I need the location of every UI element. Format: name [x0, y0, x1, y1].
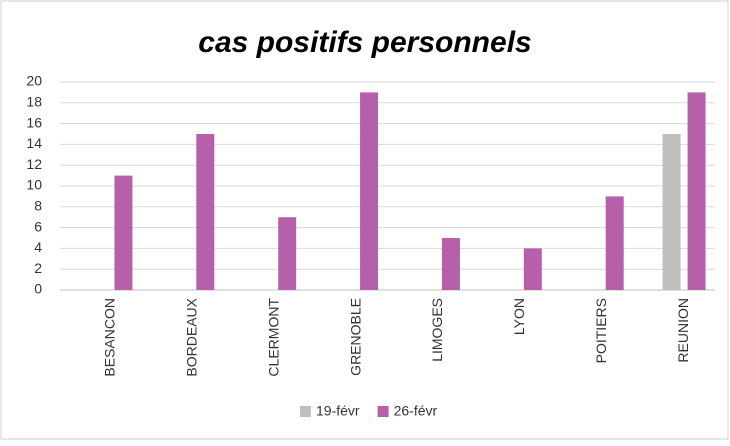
y-tick-label: 12 — [26, 156, 42, 172]
bar — [662, 134, 681, 290]
bar — [441, 238, 460, 290]
legend-swatch — [377, 406, 389, 417]
x-tick-label: REUNION — [675, 298, 691, 363]
bar — [523, 248, 542, 290]
x-tick-label: BORDEAUX — [184, 297, 200, 376]
bar — [360, 92, 379, 291]
legend-label: 26-févr — [394, 403, 438, 419]
y-tick-label: 20 — [26, 73, 42, 89]
legend-swatch — [300, 406, 311, 417]
x-tick-label: POITIERS — [593, 298, 609, 363]
bar — [278, 217, 297, 290]
y-tick-label: 6 — [34, 218, 42, 234]
y-tick-label: 16 — [26, 114, 42, 130]
y-tick-label: 14 — [26, 135, 42, 151]
x-tick-label: LYON — [511, 298, 527, 335]
legend-label: 19-févr — [316, 403, 360, 419]
y-tick-label: 8 — [34, 198, 42, 214]
x-tick-label: GRENOBLE — [347, 298, 363, 376]
y-tick-label: 10 — [26, 177, 42, 193]
x-tick-label: BESANCON — [102, 298, 118, 377]
bar — [687, 92, 706, 291]
y-tick-label: 18 — [26, 94, 42, 110]
bar — [196, 134, 215, 290]
x-tick-label: LIMOGES — [429, 298, 445, 362]
chart-title: cas positifs personnels — [198, 26, 531, 59]
y-tick-label: 2 — [34, 260, 42, 276]
y-tick-label: 4 — [34, 239, 42, 255]
bar — [114, 175, 133, 290]
x-tick-label: CLERMONT — [265, 298, 281, 377]
y-tick-label: 0 — [34, 281, 42, 297]
bar — [605, 196, 624, 290]
